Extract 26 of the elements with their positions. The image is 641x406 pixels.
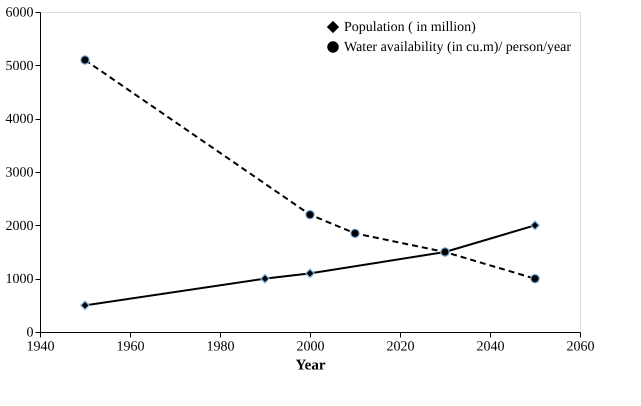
y-tick-label: 4000 bbox=[6, 112, 34, 128]
point bbox=[350, 228, 360, 238]
y-tick-label: 6000 bbox=[6, 6, 34, 20]
y-tick-label: 1000 bbox=[6, 272, 34, 288]
point bbox=[440, 247, 450, 257]
x-tick-label: 1960 bbox=[116, 340, 144, 354]
point bbox=[530, 220, 540, 230]
point bbox=[305, 210, 315, 220]
legend-label: Water availability (in cu.m)/ person/year bbox=[344, 40, 572, 55]
y-tick-label: 0 bbox=[26, 326, 34, 340]
x-tick-label: 2060 bbox=[566, 340, 594, 354]
y-tick-label: 2000 bbox=[6, 218, 34, 234]
point bbox=[80, 55, 90, 65]
point bbox=[305, 268, 315, 278]
legend-label: Population ( in million) bbox=[344, 20, 476, 35]
x-tick-label: 1980 bbox=[206, 340, 234, 354]
x-tick-label: 2040 bbox=[476, 340, 504, 354]
point bbox=[80, 300, 90, 310]
x-tick-label: 1940 bbox=[26, 340, 54, 354]
point bbox=[530, 274, 540, 284]
x-axis-title: Year bbox=[296, 358, 326, 374]
x-tick-label: 2000 bbox=[296, 340, 324, 354]
y-tick-label: 3000 bbox=[6, 166, 34, 180]
x-tick-label: 2020 bbox=[386, 340, 414, 354]
point bbox=[260, 274, 270, 284]
y-tick-label: 5000 bbox=[6, 58, 34, 74]
